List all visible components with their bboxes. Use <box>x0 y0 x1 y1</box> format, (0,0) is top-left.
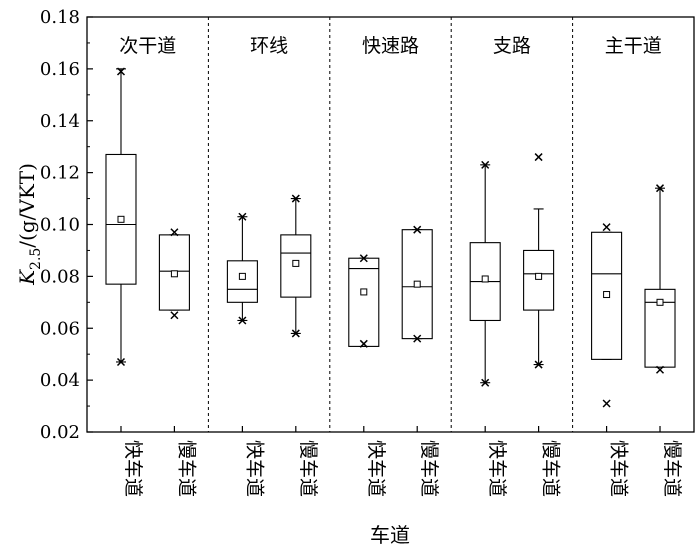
min-marker <box>291 329 300 338</box>
box-0-0 <box>105 67 137 366</box>
mean-marker <box>360 288 368 296</box>
mean-marker <box>535 272 543 280</box>
box-2-0 <box>348 254 380 348</box>
x-category-label: 快车道 <box>486 440 508 497</box>
group-separators <box>207 17 574 432</box>
y-axis-title: K2.5/(g/VKT) <box>15 163 44 286</box>
min-marker <box>602 399 611 408</box>
y-axis-title-subscript: 2.5 <box>28 248 44 270</box>
mean-marker <box>117 215 125 223</box>
group-labels: 次干道 环线 快速路 支路 主干道 <box>119 35 662 57</box>
y-tick-label: 0.18 <box>40 7 80 28</box>
iqr-box <box>348 257 380 347</box>
group-label: 次干道 <box>119 35 176 57</box>
max-marker <box>655 184 665 193</box>
boxes <box>105 67 676 408</box>
box-1-1 <box>280 194 312 338</box>
y-axis-title-symbol: K <box>15 269 39 286</box>
y-tick-label: 0.10 <box>40 215 80 236</box>
min-marker <box>116 357 126 366</box>
group-label: 环线 <box>250 35 288 57</box>
box-0-1 <box>158 228 190 320</box>
box-3-0 <box>469 160 501 387</box>
group-label: 支路 <box>493 35 531 57</box>
min-marker <box>170 311 179 320</box>
x-category-label: 快车道 <box>243 440 265 497</box>
max-marker <box>116 67 126 76</box>
y-axis: 0.02 0.04 0.06 0.08 0.10 0.12 0.14 0.16 0.18 <box>40 7 93 443</box>
min-marker <box>481 378 490 387</box>
mean-marker <box>238 272 246 280</box>
x-category-label: 快车道 <box>122 440 144 497</box>
y-tick-label: 0.08 <box>40 266 80 287</box>
mean-marker <box>481 275 489 283</box>
max-marker <box>359 254 368 263</box>
max-marker <box>238 212 247 221</box>
mean-marker <box>656 298 664 306</box>
x-category-label: 慢车道 <box>175 440 197 497</box>
box-4-0 <box>591 223 623 408</box>
iqr-box <box>523 249 555 311</box>
mean-marker <box>292 259 300 267</box>
max-marker <box>534 153 543 162</box>
x-category-label: 快车道 <box>608 440 630 497</box>
max-marker <box>481 160 490 169</box>
min-marker <box>655 365 665 374</box>
y-tick-label: 0.02 <box>40 422 80 443</box>
max-marker <box>602 223 611 232</box>
x-category-label: 慢车道 <box>297 440 319 497</box>
max-marker <box>291 194 300 203</box>
y-tick-label: 0.04 <box>40 370 80 391</box>
mean-marker <box>603 291 611 299</box>
max-marker <box>170 228 179 237</box>
mean-marker <box>413 280 421 288</box>
min-marker <box>534 360 543 369</box>
x-category-label: 快车道 <box>365 440 387 497</box>
x-category-labels: 快车道 慢车道 快车道 慢车道 快车道 慢车道 快车道 慢车道 快车道 慢车道 <box>120 426 683 497</box>
box-4-1 <box>644 184 676 374</box>
iqr-box <box>226 260 258 303</box>
group-label: 主干道 <box>605 35 662 57</box>
x-category-label: 慢车道 <box>661 440 683 497</box>
box-1-0 <box>226 212 258 325</box>
y-tick-label: 0.16 <box>40 59 80 80</box>
box-2-1 <box>401 225 433 343</box>
y-tick-label: 0.12 <box>40 163 80 184</box>
x-category-label: 慢车道 <box>540 440 562 497</box>
min-marker <box>238 316 247 325</box>
y-tick-label: 0.14 <box>40 111 80 132</box>
y-axis-title-unit: /(g/VKT) <box>15 163 39 248</box>
mean-marker <box>170 270 178 278</box>
box-3-1 <box>523 153 555 369</box>
min-marker <box>413 334 422 343</box>
iqr-box <box>591 231 623 360</box>
min-marker <box>359 339 368 348</box>
y-tick-label: 0.06 <box>40 318 80 339</box>
group-label: 快速路 <box>362 35 419 57</box>
max-marker <box>413 225 422 234</box>
x-category-label: 慢车道 <box>418 440 440 497</box>
x-axis-title: 车道 <box>370 523 410 547</box>
